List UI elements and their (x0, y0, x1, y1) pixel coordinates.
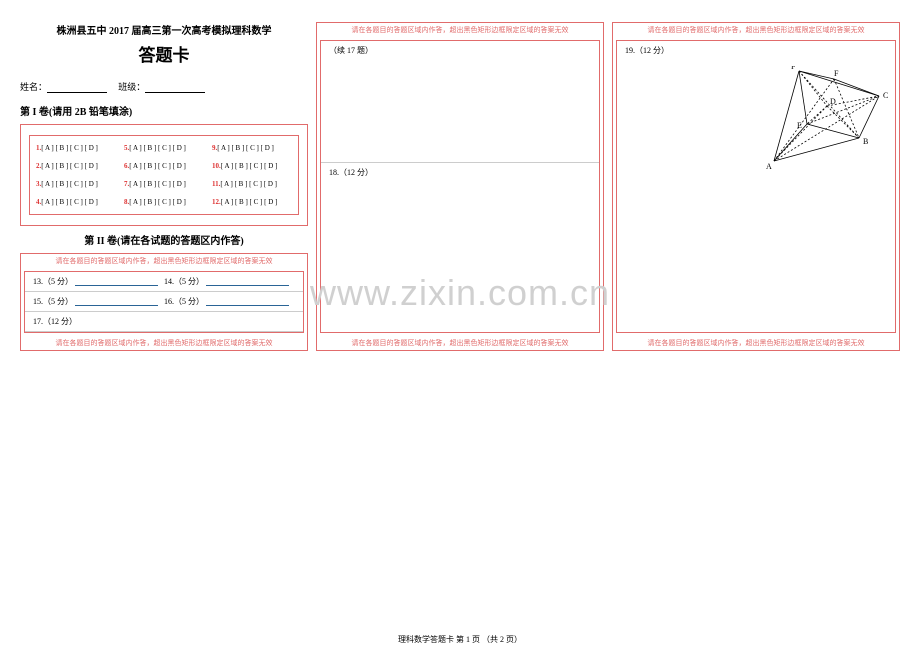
free-response-box-left: 请在各题目的答题区域内作答，超出黑色矩形边框限定区域的答案无效 13.（5 分）… (20, 253, 308, 351)
mc-item[interactable]: 8.[ A ] [ B ] [ C ] [ D ] (124, 198, 204, 206)
class-blank[interactable] (145, 83, 205, 93)
mc-item[interactable]: 11.[ A ] [ B ] [ C ] [ D ] (212, 180, 292, 188)
fill-item-13: 13.（5 分） (33, 276, 164, 287)
free-response-box-right: 请在各题目的答题区域内作答，超出黑色矩形边框限定区域的答案无效 19.（12 分… (612, 22, 900, 351)
q16-line[interactable] (206, 298, 289, 306)
title-block: 株洲县五中 2017 届高三第一次高考模拟理科数学 答题卡 (20, 22, 308, 66)
warn-bottom-mid: 请在各题目的答题区域内作答，超出黑色矩形边框限定区域的答案无效 (317, 336, 603, 350)
warn-top-left: 请在各题目的答题区域内作答，超出黑色矩形边框限定区域的答案无效 (21, 254, 307, 268)
mc-box: 1.[ A ] [ B ] [ C ] [ D ] 5.[ A ] [ B ] [… (20, 124, 308, 226)
fill-item-16: 16.（5 分） (164, 296, 295, 307)
q17-cont-area[interactable]: （续 17 题） (321, 41, 599, 163)
fill-item-15: 15.（5 分） (33, 296, 164, 307)
q13-line[interactable] (75, 278, 158, 286)
svg-text:B: B (863, 137, 868, 146)
mc-item[interactable]: 9.[ A ] [ B ] [ C ] [ D ] (212, 144, 292, 152)
mc-item[interactable]: 6.[ A ] [ B ] [ C ] [ D ] (124, 162, 204, 170)
warn-top-mid: 请在各题目的答题区域内作答，超出黑色矩形边框限定区域的答案无效 (317, 23, 603, 37)
q17-cont-label: （续 17 题） (329, 46, 373, 55)
q15-label: 15.（5 分） (33, 296, 73, 307)
fr-inner-left: 13.（5 分） 14.（5 分） 15.（5 分） 16.（5 分） 17.（… (24, 271, 304, 333)
mc-item[interactable]: 1.[ A ] [ B ] [ C ] [ D ] (36, 144, 116, 152)
svg-text:D: D (830, 97, 836, 106)
svg-text:F: F (834, 69, 839, 78)
mc-item[interactable]: 5.[ A ] [ B ] [ C ] [ D ] (124, 144, 204, 152)
exam-title: 株洲县五中 2017 届高三第一次高考模拟理科数学 (20, 22, 308, 37)
column-right: 请在各题目的答题区域内作答，超出黑色矩形边框限定区域的答案无效 19.（12 分… (612, 22, 900, 351)
section2-label: 第 II 卷(请在各试题的答题区内作答) (20, 232, 308, 247)
svg-text:P: P (791, 66, 796, 71)
q13-label: 13.（5 分） (33, 276, 73, 287)
name-row: 姓名： 班级： (20, 80, 308, 93)
page-footer: 理科数学答题卡 第 1 页 （共 2 页） (0, 634, 920, 645)
fill-row-1: 13.（5 分） 14.（5 分） (25, 272, 303, 292)
q19-label: 19.（12 分） (617, 41, 895, 60)
fill-row-2: 15.（5 分） 16.（5 分） (25, 292, 303, 312)
q18-area[interactable]: 18.（12 分） (321, 163, 599, 332)
svg-text:C: C (883, 91, 888, 100)
name-blank[interactable] (47, 83, 107, 93)
q17-label: 17.（12 分） (25, 312, 303, 332)
q18-label: 18.（12 分） (329, 168, 373, 177)
mc-item[interactable]: 2.[ A ] [ B ] [ C ] [ D ] (36, 162, 116, 170)
section1-label: 第 I 卷(请用 2B 铅笔填涂) (20, 103, 308, 118)
fill-item-14: 14.（5 分） (164, 276, 295, 287)
page-container: 株洲县五中 2017 届高三第一次高考模拟理科数学 答题卡 姓名： 班级： 第 … (0, 0, 920, 359)
name-label: 姓名： (20, 82, 47, 92)
mc-grid: 1.[ A ] [ B ] [ C ] [ D ] 5.[ A ] [ B ] [… (36, 144, 292, 206)
q14-line[interactable] (206, 278, 289, 286)
geometry-diagram: P F C D E B A (719, 66, 889, 176)
mc-item[interactable]: 10.[ A ] [ B ] [ C ] [ D ] (212, 162, 292, 170)
mc-item[interactable]: 4.[ A ] [ B ] [ C ] [ D ] (36, 198, 116, 206)
warn-bottom-left: 请在各题目的答题区域内作答，超出黑色矩形边框限定区域的答案无效 (21, 336, 307, 350)
free-response-box-mid: 请在各题目的答题区域内作答，超出黑色矩形边框限定区域的答案无效 （续 17 题）… (316, 22, 604, 351)
q14-label: 14.（5 分） (164, 276, 204, 287)
q19-area[interactable]: P F C D E B A (617, 60, 895, 332)
column-mid: 请在各题目的答题区域内作答，超出黑色矩形边框限定区域的答案无效 （续 17 题）… (316, 22, 604, 351)
mc-box-inner: 1.[ A ] [ B ] [ C ] [ D ] 5.[ A ] [ B ] [… (29, 135, 299, 215)
card-title: 答题卡 (20, 41, 308, 66)
q16-label: 16.（5 分） (164, 296, 204, 307)
class-label: 班级： (118, 82, 145, 92)
svg-text:E: E (797, 121, 802, 130)
column-left: 株洲县五中 2017 届高三第一次高考模拟理科数学 答题卡 姓名： 班级： 第 … (20, 22, 308, 351)
fr-inner-right: 19.（12 分） P F C D E B A (616, 40, 896, 333)
q15-line[interactable] (75, 298, 158, 306)
warn-bottom-right: 请在各题目的答题区域内作答，超出黑色矩形边框限定区域的答案无效 (613, 336, 899, 350)
fr-inner-mid: （续 17 题） 18.（12 分） (320, 40, 600, 333)
svg-text:A: A (766, 162, 772, 171)
warn-top-right: 请在各题目的答题区域内作答，超出黑色矩形边框限定区域的答案无效 (613, 23, 899, 37)
mc-item[interactable]: 7.[ A ] [ B ] [ C ] [ D ] (124, 180, 204, 188)
mc-item[interactable]: 3.[ A ] [ B ] [ C ] [ D ] (36, 180, 116, 188)
mc-item[interactable]: 12.[ A ] [ B ] [ C ] [ D ] (212, 198, 292, 206)
